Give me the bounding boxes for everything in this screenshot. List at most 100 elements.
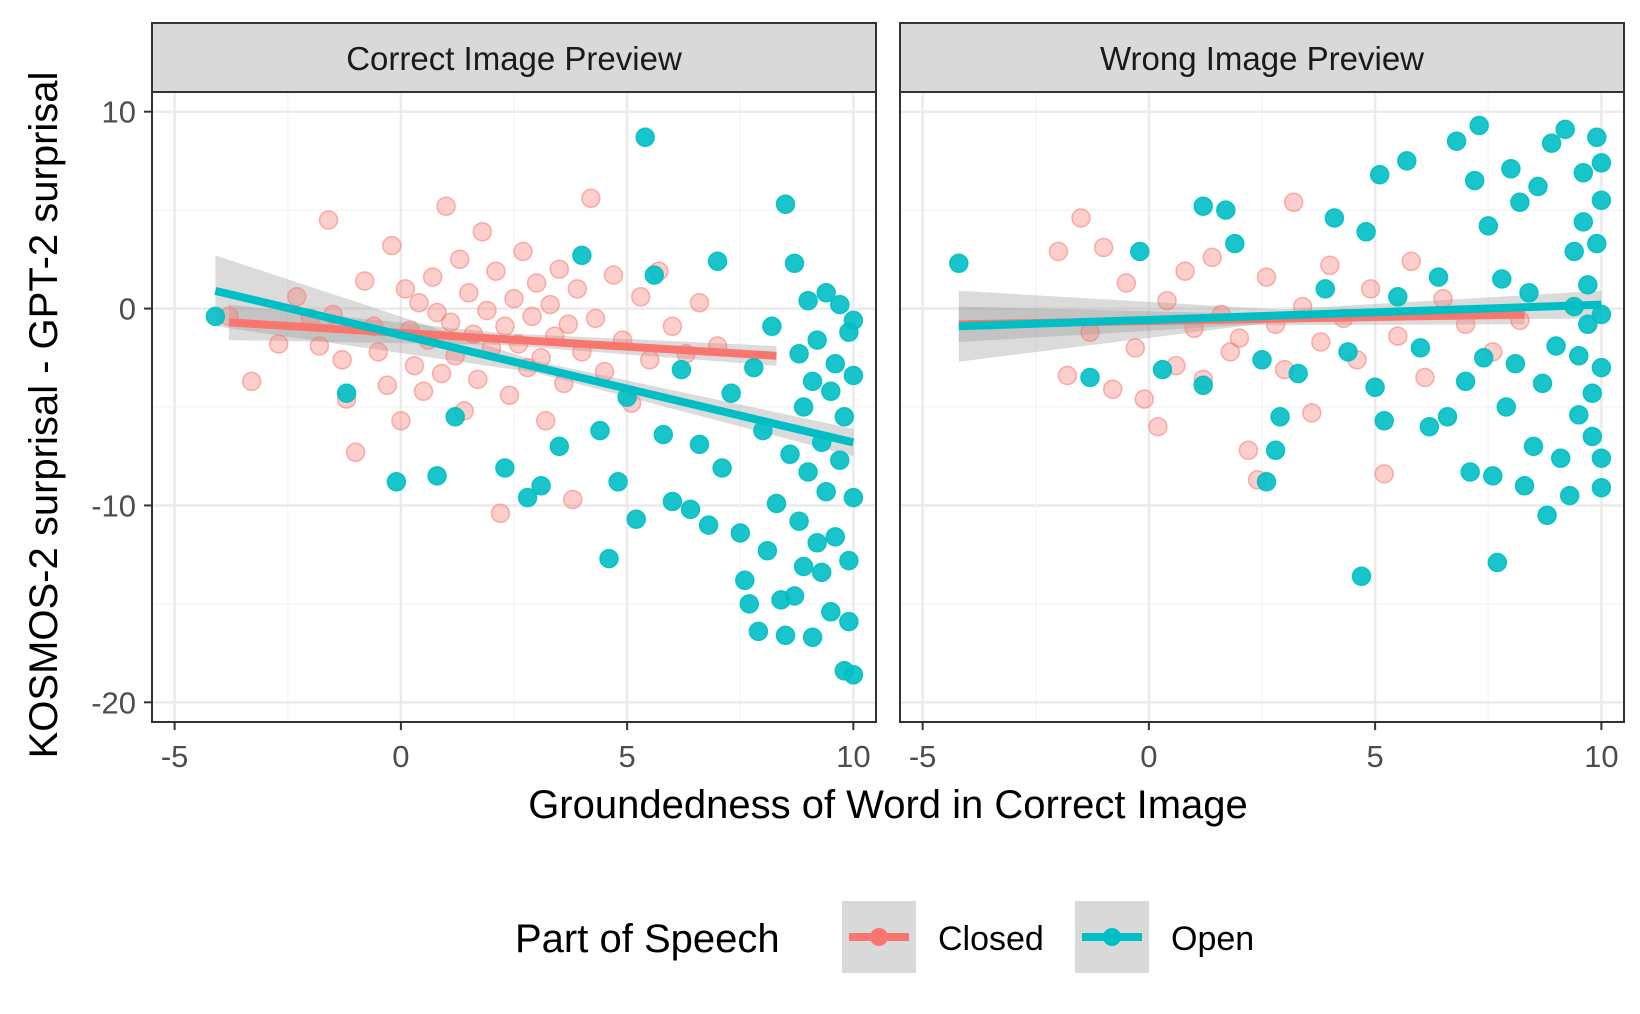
y-axis-title: KOSMOS-2 surprisal - GPT-2 surprisal (22, 72, 66, 759)
data-point-closed (499, 385, 520, 405)
data-point-closed (377, 375, 398, 396)
data-point-open (839, 611, 859, 632)
data-point-open (1374, 411, 1394, 431)
data-point-closed (1388, 326, 1408, 346)
data-point-open (1080, 367, 1100, 388)
data-point-open (1573, 212, 1594, 232)
data-point-closed (1360, 279, 1381, 299)
legend-label-open: Open (1171, 920, 1254, 958)
data-point-closed (368, 342, 389, 362)
data-point-open (780, 444, 800, 465)
data-point-open (517, 487, 538, 508)
data-point-open (830, 450, 850, 470)
panel-border (899, 91, 1625, 723)
data-point-closed (1283, 192, 1304, 213)
x-axis-title: Groundedness of Word in Correct Image (528, 783, 1248, 827)
data-point-open (1559, 485, 1580, 506)
data-point-open (775, 194, 796, 214)
x-tick-label: 5 (1367, 739, 1384, 774)
data-point-open (730, 523, 751, 543)
data-point-closed (1374, 464, 1394, 484)
data-point-open (1555, 119, 1575, 140)
data-point-closed (540, 294, 560, 315)
data-point-closed (431, 363, 452, 384)
data-point-closed (354, 271, 375, 291)
data-point-closed (1148, 416, 1168, 437)
data-point-closed (1048, 241, 1069, 262)
data-point-open (1564, 241, 1584, 262)
data-point-open (626, 509, 646, 529)
data-point-open (653, 424, 674, 445)
data-point-open (1265, 440, 1286, 461)
data-point-open (1591, 153, 1612, 173)
data-point-open (1541, 133, 1562, 153)
data-point-closed (422, 267, 443, 287)
data-point-open (843, 365, 864, 386)
data-point-open (1546, 336, 1566, 356)
data-point-open (1437, 407, 1458, 427)
data-point-closed (630, 287, 651, 307)
data-point-open (1315, 279, 1336, 299)
data-point-open (1496, 397, 1517, 417)
data-point-open (1591, 477, 1612, 498)
data-point-open (698, 515, 719, 535)
x-tick-label: 10 (836, 739, 870, 774)
data-point-open (205, 306, 226, 327)
data-point-open (784, 253, 805, 274)
data-point-open (445, 407, 465, 427)
data-point-closed (662, 316, 683, 337)
data-point-closed (345, 442, 366, 463)
data-point-closed (1220, 342, 1241, 362)
data-point-closed (1320, 255, 1340, 276)
panels: Correct Image Preview -5 0 5 10 10 0 -10 -20 Wron… (91, 22, 1625, 774)
data-point-open (721, 383, 741, 403)
data-point-closed (395, 279, 416, 299)
data-point-closed (427, 302, 447, 323)
legend-key-closed-point (870, 928, 888, 946)
data-point-closed (1401, 251, 1422, 272)
data-point-open (798, 462, 818, 482)
data-point-open (1501, 159, 1521, 179)
data-point-closed (404, 355, 425, 376)
data-point-open (807, 330, 827, 350)
data-point-closed (522, 306, 542, 327)
data-point-open (531, 476, 551, 496)
data-point-closed (495, 316, 515, 337)
data-point-closed (1175, 261, 1195, 281)
regression-line-closed (228, 318, 777, 360)
data-point-closed (1057, 365, 1078, 386)
data-point-open (635, 127, 655, 148)
data-point-open (1591, 357, 1612, 378)
data-point-open (689, 434, 710, 455)
data-point-closed (1415, 367, 1435, 388)
data-point-open (1428, 267, 1449, 287)
data-point-open (821, 602, 841, 622)
data-point-closed (563, 489, 583, 510)
data-point-open (1523, 436, 1544, 457)
data-point-open (1419, 416, 1440, 437)
data-point-closed (640, 350, 660, 370)
data-point-open (590, 420, 610, 441)
data-point-open (1351, 566, 1372, 587)
data-point-open (1388, 287, 1408, 307)
data-point-open (427, 466, 447, 486)
data-point-open (1356, 222, 1376, 242)
data-point-closed (1256, 267, 1277, 287)
data-point-open (1573, 162, 1594, 183)
data-point-open (739, 594, 760, 614)
data-point-open (843, 487, 864, 508)
data-point-closed (391, 411, 411, 431)
data-point-open (1152, 359, 1173, 380)
data-point-closed (413, 381, 434, 402)
data-point-open (1578, 275, 1598, 295)
x-tick-label: 0 (1140, 739, 1157, 774)
data-point-open (784, 586, 805, 606)
legend: Part of Speech Closed Open (515, 901, 1254, 973)
data-point-open (1324, 208, 1345, 228)
data-point-closed (1093, 237, 1114, 258)
data-point-open (644, 265, 665, 285)
x-tick-label: 5 (619, 739, 636, 774)
data-point-closed (268, 334, 289, 354)
data-point-open (549, 436, 570, 457)
